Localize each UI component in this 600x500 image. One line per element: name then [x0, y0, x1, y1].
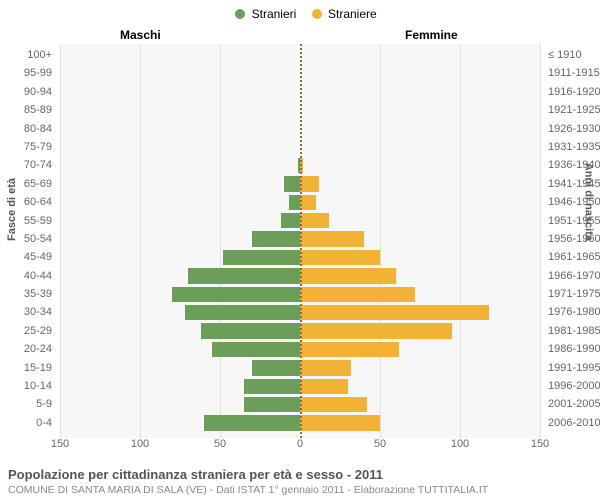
bar-male: [289, 195, 300, 210]
bar-male: [204, 415, 300, 430]
plot-area: 100+≤ 191095-991911-191590-941916-192085…: [60, 44, 540, 438]
age-label: 95-99: [0, 64, 56, 82]
x-tick-label: 150: [531, 438, 549, 450]
birth-year-label: 1976-1980: [544, 303, 600, 321]
age-label: 15-19: [0, 359, 56, 377]
age-label: 45-49: [0, 248, 56, 266]
footer-subtitle: COMUNE DI SANTA MARIA DI SALA (VE) - Dat…: [8, 484, 592, 496]
age-label: 65-69: [0, 175, 56, 193]
age-label: 40-44: [0, 267, 56, 285]
birth-year-label: 1961-1965: [544, 248, 600, 266]
age-label: 25-29: [0, 322, 56, 340]
footer: Popolazione per cittadinanza straniera p…: [8, 467, 592, 496]
age-label: 60-64: [0, 193, 56, 211]
legend: Stranieri Straniere: [0, 6, 600, 21]
column-title-female: Femmine: [405, 28, 458, 42]
birth-year-label: 1931-1935: [544, 138, 600, 156]
x-tick-label: 50: [214, 438, 226, 450]
age-label: 90-94: [0, 83, 56, 101]
bar-male: [212, 342, 300, 357]
birth-year-label: ≤ 1910: [544, 46, 600, 64]
bar-female: [300, 213, 329, 228]
legend-label-female: Straniere: [328, 7, 377, 21]
bar-female: [300, 415, 380, 430]
age-label: 5-9: [0, 395, 56, 413]
age-label: 0-4: [0, 414, 56, 432]
age-label: 20-24: [0, 340, 56, 358]
age-label: 70-74: [0, 156, 56, 174]
birth-year-label: 1926-1930: [544, 120, 600, 138]
legend-label-male: Stranieri: [252, 7, 297, 21]
age-label: 55-59: [0, 212, 56, 230]
birth-year-label: 1956-1960: [544, 230, 600, 248]
birth-year-label: 1936-1940: [544, 156, 600, 174]
bar-female: [300, 342, 399, 357]
bar-male: [284, 176, 300, 191]
birth-year-label: 1951-1955: [544, 212, 600, 230]
bar-female: [300, 287, 415, 302]
bar-female: [300, 195, 316, 210]
bar-female: [300, 379, 348, 394]
pyramid-chart: Stranieri Straniere Maschi Femmine Fasce…: [0, 0, 600, 500]
x-axis: 05050100100150150: [60, 438, 540, 454]
birth-year-label: 1911-1915: [544, 64, 600, 82]
birth-year-label: 1996-2000: [544, 377, 600, 395]
x-tick-label: 0: [297, 438, 303, 450]
birth-year-label: 1986-1990: [544, 340, 600, 358]
age-label: 80-84: [0, 120, 56, 138]
age-label: 100+: [0, 46, 56, 64]
birth-year-label: 1941-1945: [544, 175, 600, 193]
footer-title: Popolazione per cittadinanza straniera p…: [8, 467, 592, 482]
birth-year-label: 1991-1995: [544, 359, 600, 377]
birth-year-label: 1921-1925: [544, 101, 600, 119]
birth-year-label: 1981-1985: [544, 322, 600, 340]
birth-year-label: 1966-1970: [544, 267, 600, 285]
bar-female: [300, 305, 489, 320]
bar-male: [185, 305, 300, 320]
birth-year-label: 2001-2005: [544, 395, 600, 413]
age-label: 85-89: [0, 101, 56, 119]
bar-female: [300, 323, 452, 338]
x-tick-label: 100: [451, 438, 469, 450]
birth-year-label: 1971-1975: [544, 285, 600, 303]
birth-year-label: 1916-1920: [544, 83, 600, 101]
bar-male: [244, 379, 300, 394]
column-title-male: Maschi: [120, 28, 161, 42]
age-label: 30-34: [0, 303, 56, 321]
bar-female: [300, 231, 364, 246]
age-label: 50-54: [0, 230, 56, 248]
legend-dot-female: [312, 9, 322, 19]
age-label: 75-79: [0, 138, 56, 156]
age-label: 35-39: [0, 285, 56, 303]
x-tick-label: 50: [374, 438, 386, 450]
bar-female: [300, 268, 396, 283]
bar-male: [172, 287, 300, 302]
bar-female: [300, 397, 367, 412]
birth-year-label: 2006-2010: [544, 414, 600, 432]
bar-male: [252, 231, 300, 246]
bar-male: [244, 397, 300, 412]
bar-female: [300, 250, 380, 265]
bar-female: [300, 360, 351, 375]
birth-year-label: 1946-1950: [544, 193, 600, 211]
bar-male: [252, 360, 300, 375]
bar-male: [281, 213, 300, 228]
bar-male: [188, 268, 300, 283]
bar-female: [300, 176, 319, 191]
gridline: [540, 44, 541, 438]
bar-male: [201, 323, 300, 338]
center-divider: [300, 44, 302, 438]
x-tick-label: 100: [131, 438, 149, 450]
age-label: 10-14: [0, 377, 56, 395]
legend-dot-male: [235, 9, 245, 19]
bar-male: [223, 250, 300, 265]
x-tick-label: 150: [51, 438, 69, 450]
